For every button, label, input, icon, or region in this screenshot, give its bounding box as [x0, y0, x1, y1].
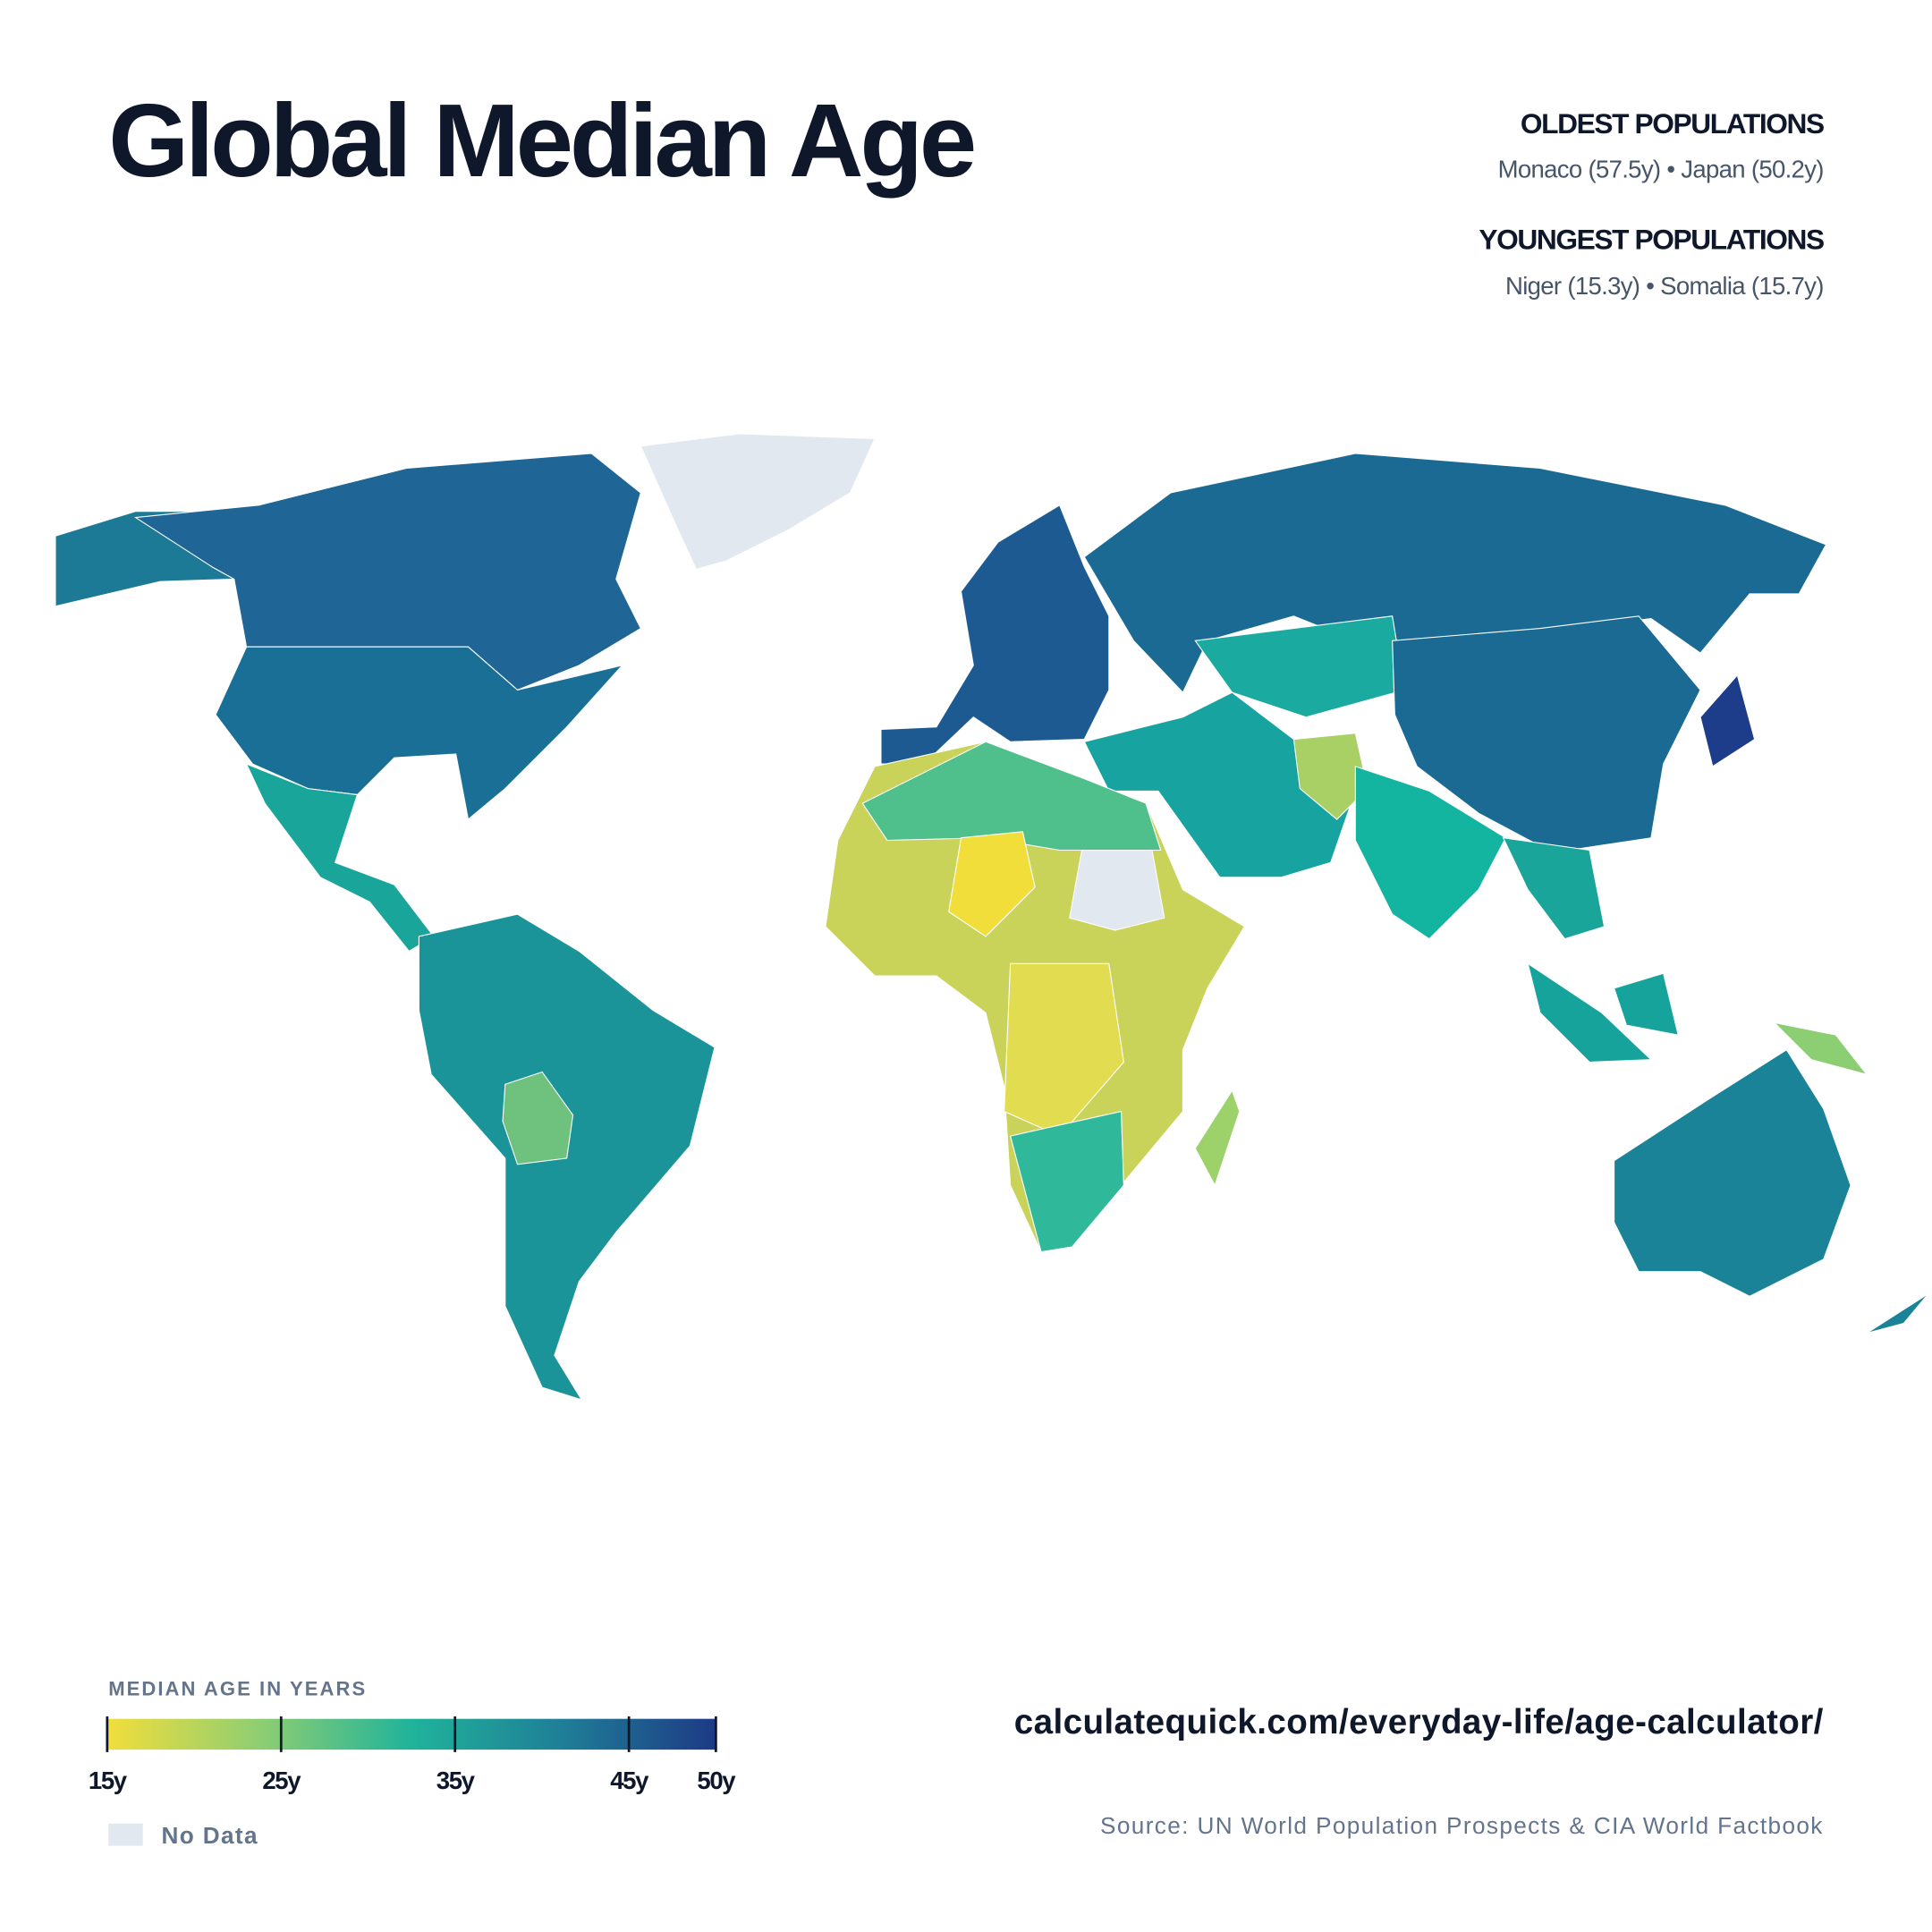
landmass [1009, 1110, 1124, 1253]
tick-label: 25y [262, 1767, 301, 1794]
landmass [880, 504, 1110, 765]
landmass [215, 646, 624, 821]
landmass [1772, 1021, 1868, 1076]
landmass [1083, 453, 1827, 694]
landmass [948, 831, 1036, 937]
color-bar [106, 1718, 716, 1750]
highlight-text: Niger (15.3y) • Somalia (15.7y) [1505, 272, 1824, 300]
title: Global Median Age [108, 82, 974, 199]
highlight-text: Monaco (57.5y) • Japan (50.2y) [1498, 155, 1824, 182]
landmass [1194, 1089, 1241, 1187]
tick-label: 15y [89, 1767, 128, 1794]
url: calculatequick.com/everyday-life/age-cal… [1014, 1703, 1824, 1741]
landmass [502, 1071, 574, 1165]
no-data-swatch [108, 1823, 143, 1846]
highlight-label: YOUNGEST POPULATIONS [1479, 223, 1824, 255]
landmass [1083, 691, 1356, 878]
source: Source: UN World Population Prospects & … [1100, 1812, 1824, 1839]
legend-title: MEDIAN AGE IN YEARS [108, 1678, 367, 1700]
highlight-label: OLDEST POPULATIONS [1521, 107, 1824, 140]
legend-ticks: 15y 25y 35y 45y 50y [89, 1716, 738, 1794]
tick-label: 50y [697, 1767, 736, 1794]
landmass [1502, 837, 1606, 940]
no-data-label: No Data [161, 1822, 258, 1849]
tick-label: 45y [610, 1767, 649, 1794]
landmass [1354, 766, 1507, 940]
world-map [55, 433, 1929, 1401]
landmass [640, 433, 876, 571]
landmass [1069, 849, 1165, 931]
landmass [1194, 615, 1406, 718]
landmass [1614, 1048, 1852, 1297]
landmass [1613, 972, 1679, 1036]
landmass [1866, 1292, 1929, 1335]
landmass [1004, 962, 1124, 1137]
landmass [861, 741, 1162, 852]
tick-label: 35y [436, 1767, 476, 1794]
landmass [1527, 962, 1653, 1063]
landmass [1392, 615, 1701, 853]
landmass [133, 453, 642, 691]
landmass [1699, 674, 1756, 767]
landmass [1292, 733, 1368, 820]
